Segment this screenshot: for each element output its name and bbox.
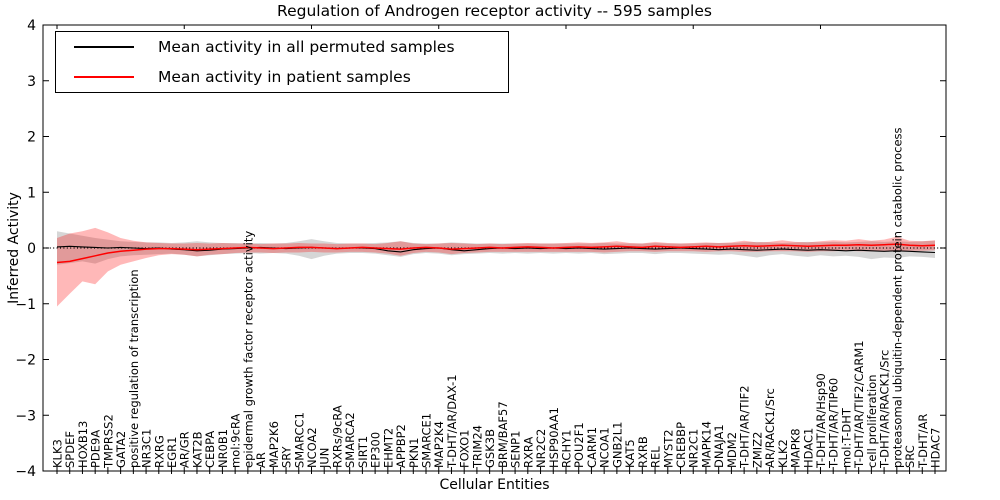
x-category-label: SRC bbox=[903, 445, 917, 468]
x-category-label: GATA2 bbox=[114, 431, 128, 468]
y-tick-label: −4 bbox=[15, 464, 36, 480]
y-tick-label: 2 bbox=[27, 130, 36, 146]
x-category-label: T-DHT/AR/RACK1/Src bbox=[878, 350, 892, 469]
x-category-label: EGR1 bbox=[165, 437, 179, 469]
y-tick-label: −2 bbox=[15, 353, 36, 369]
x-category-label: RCHY1 bbox=[560, 430, 574, 468]
x-category-label: TRIM24 bbox=[470, 425, 484, 469]
y-tick-label: −1 bbox=[15, 297, 36, 313]
x-category-label: NR3C1 bbox=[140, 429, 154, 468]
x-category-label: mol:T-DHT bbox=[839, 407, 853, 468]
x-category-label: GSK3B bbox=[483, 429, 497, 468]
x-category-label: MDM2 bbox=[725, 432, 739, 468]
x-category-label: KLK3 bbox=[51, 439, 65, 468]
x-category-label: epidermal growth factor receptor activit… bbox=[241, 231, 255, 468]
x-category-label: TMPRSS2 bbox=[101, 414, 115, 469]
legend-label-patient: Mean activity in patient samples bbox=[158, 67, 411, 86]
x-category-label: GNB2L1 bbox=[610, 422, 624, 468]
x-category-label: proteasomal ubiquitin-dependent protein … bbox=[890, 127, 904, 468]
x-category-label: cell proliferation bbox=[865, 374, 879, 468]
x-category-label: HOXB13 bbox=[76, 421, 90, 468]
x-category-label: EP300 bbox=[369, 432, 383, 468]
x-category-label: HSP90AA1 bbox=[547, 407, 561, 468]
x-category-label: SPDEF bbox=[63, 431, 77, 468]
chart-title: Regulation of Androgen receptor activity… bbox=[277, 2, 712, 20]
legend-label-permuted: Mean activity in all permuted samples bbox=[158, 38, 455, 57]
patient-std-band bbox=[57, 227, 935, 307]
x-category-label: SIRT1 bbox=[356, 436, 370, 468]
patient-mean-line bbox=[56, 243, 936, 264]
x-category-label: HDAC1 bbox=[801, 428, 815, 468]
x-category-label: NR2C2 bbox=[534, 429, 548, 468]
x-category-label: KLK2 bbox=[776, 439, 790, 468]
legend-entry-permuted: Mean activity in all permuted samples bbox=[56, 33, 508, 61]
y-tick-label: 0 bbox=[27, 241, 36, 257]
x-category-label: EHMT2 bbox=[381, 428, 395, 468]
x-category-label: T-DHT/AR bbox=[916, 414, 930, 469]
x-category-label: T-DHT/AR/TIP60 bbox=[827, 378, 841, 469]
x-category-label: T-DHT/AR/Hsp90 bbox=[814, 373, 828, 469]
x-category-label: SMARCA2 bbox=[343, 412, 357, 468]
legend: Mean activity in all permuted samples Me… bbox=[55, 31, 509, 93]
x-category-label: PKN1 bbox=[407, 438, 421, 468]
x-category-label: MAP2K6 bbox=[267, 421, 281, 468]
x-category-label: HDAC7 bbox=[929, 428, 943, 468]
legend-entry-patient: Mean activity in patient samples bbox=[56, 63, 508, 91]
x-category-label: NR2C1 bbox=[687, 429, 701, 468]
legend-line-permuted-swatch bbox=[74, 46, 134, 49]
x-category-label: BRM/BAF57 bbox=[496, 401, 510, 468]
legend-line-patient-swatch bbox=[74, 75, 134, 78]
x-category-label: MAPK8 bbox=[789, 428, 803, 468]
x-category-label: MAPK14 bbox=[700, 421, 714, 468]
x-category-label: RXRs/9cRA bbox=[330, 405, 344, 468]
x-category-label: RXRA bbox=[521, 437, 535, 468]
x-category-label: mol:9cRA bbox=[229, 414, 243, 468]
y-tick-label: 3 bbox=[27, 74, 36, 90]
x-category-label: CEBPA bbox=[203, 431, 217, 468]
x-axis-label: Cellular Entities bbox=[439, 477, 550, 493]
x-category-label: DNAJA1 bbox=[712, 424, 726, 468]
x-category-label: NCOA1 bbox=[598, 427, 612, 468]
x-category-label: CREBBP bbox=[674, 422, 688, 468]
x-category-label: SENP1 bbox=[509, 431, 523, 468]
x-category-label: SMARCE1 bbox=[420, 413, 434, 468]
x-category-label: T-DHT/AR/TIF2/CARM1 bbox=[852, 340, 866, 469]
x-category-label: APPBP2 bbox=[394, 424, 408, 468]
y-tick-label: 4 bbox=[27, 18, 36, 34]
x-category-label: SMARCC1 bbox=[292, 412, 306, 468]
x-category-label: AR bbox=[254, 452, 268, 468]
x-category-label: MYST2 bbox=[661, 429, 675, 468]
x-category-label: JUN bbox=[318, 448, 332, 469]
x-category-label: NCOA2 bbox=[305, 427, 319, 468]
y-axis-label: Inferred Activity bbox=[6, 192, 22, 304]
y-tick-label: 1 bbox=[27, 185, 36, 201]
x-category-label: FOXO1 bbox=[458, 430, 472, 468]
x-category-label: POU2F1 bbox=[572, 422, 586, 468]
x-category-label: MAP2K4 bbox=[432, 421, 446, 468]
x-category-label: NR0B1 bbox=[216, 429, 230, 468]
x-category-label: positive regulation of transcription bbox=[127, 269, 141, 468]
x-category-label: T-DHT/AR/TIF2 bbox=[738, 385, 752, 469]
x-category-label: CARM1 bbox=[585, 427, 599, 468]
x-category-label: ZMIZ2 bbox=[750, 432, 764, 468]
x-category-label: T-DHT/AR/DAX-1 bbox=[445, 374, 459, 469]
x-category-label: KAT5 bbox=[623, 439, 637, 468]
x-category-label: RXRG bbox=[152, 435, 166, 468]
x-category-label: PDE9A bbox=[89, 430, 103, 468]
x-category-label: KAT2B bbox=[191, 431, 205, 468]
y-tick-label: −3 bbox=[15, 408, 36, 424]
x-category-label: REL bbox=[649, 446, 663, 468]
x-category-label: RXRB bbox=[636, 436, 650, 468]
x-category-label: AR/RACK1/Src bbox=[763, 388, 777, 468]
x-category-label: AR/GR bbox=[178, 431, 192, 468]
x-category-label: SRY bbox=[280, 445, 294, 468]
